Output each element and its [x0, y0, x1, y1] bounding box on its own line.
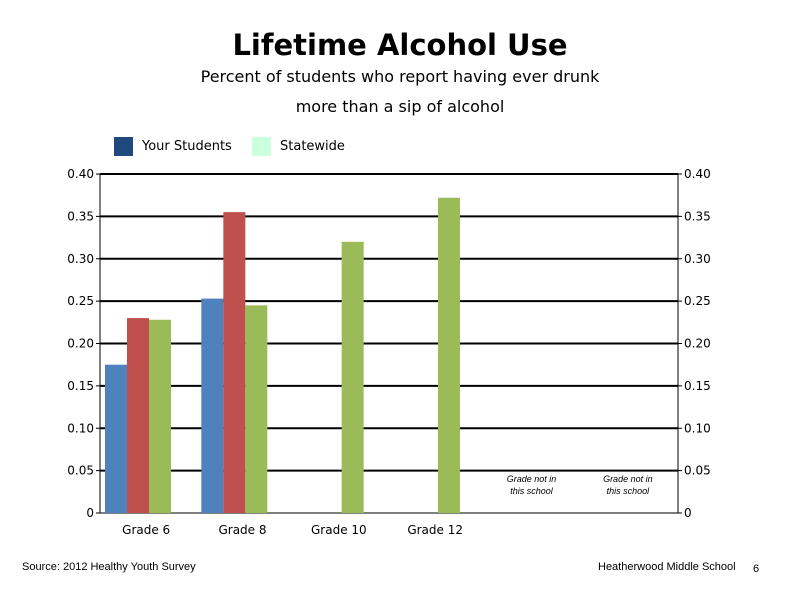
annotation-line1: Grade not in — [603, 474, 653, 484]
y-tick-label-left: 0.15 — [67, 379, 94, 393]
x-tick-label: Grade 12 — [407, 523, 463, 537]
page-number: 6 — [753, 563, 760, 575]
school-name: Heatherwood Middle School — [598, 561, 736, 573]
y-tick-label-left: 0.30 — [67, 252, 94, 266]
y-tick-label-right: 0.10 — [684, 421, 711, 435]
legend-item-statewide: Statewide — [252, 136, 345, 156]
annotation-line2: this school — [607, 486, 651, 496]
bar — [201, 298, 224, 513]
x-tick-label: Grade 10 — [311, 523, 367, 537]
source-note: Source: 2012 Healthy Youth Survey — [22, 561, 196, 573]
legend-label-your-students: Your Students — [142, 138, 232, 154]
y-tick-label-right: 0 — [684, 506, 692, 520]
bar — [149, 319, 171, 513]
y-tick-label-right: 0.40 — [684, 167, 711, 181]
legend-swatch-your-students — [114, 136, 133, 156]
legend-swatch-statewide — [252, 136, 271, 156]
bar — [223, 212, 246, 513]
bar — [127, 318, 149, 513]
bar — [438, 197, 460, 514]
y-tick-label-right: 0.25 — [684, 294, 711, 308]
y-tick-label-right: 0.30 — [684, 252, 711, 266]
y-tick-label-left: 0.35 — [67, 209, 94, 223]
y-tick-label-left: 0.40 — [67, 167, 94, 181]
bar — [105, 364, 127, 513]
chart-subtitle-line2: more than a sip of alcohol — [295, 97, 505, 116]
y-tick-label-right: 0.15 — [684, 379, 711, 393]
y-tick-label-left: 0.25 — [67, 294, 94, 308]
annotation-line1: Grade not in — [507, 474, 557, 484]
x-tick-label: Grade 6 — [122, 523, 170, 537]
chart-title: Lifetime Alcohol Use — [232, 28, 568, 62]
annotation-line2: this school — [510, 486, 554, 496]
y-tick-label-right: 0.20 — [684, 337, 711, 351]
x-tick-label: Grade 8 — [218, 523, 266, 537]
bar — [245, 305, 268, 513]
bar — [341, 241, 364, 514]
legend-label-statewide: Statewide — [280, 138, 345, 154]
y-tick-label-left: 0 — [86, 506, 94, 520]
y-tick-label-right: 0.35 — [684, 209, 711, 223]
y-tick-label-left: 0.10 — [67, 421, 94, 435]
y-tick-label-right: 0.05 — [684, 464, 711, 478]
y-tick-label-left: 0.20 — [67, 337, 94, 351]
chart-subtitle-line1: Percent of students who report having ev… — [200, 67, 600, 86]
legend-item-your-students: Your Students — [114, 136, 232, 156]
y-tick-label-left: 0.05 — [67, 464, 94, 478]
